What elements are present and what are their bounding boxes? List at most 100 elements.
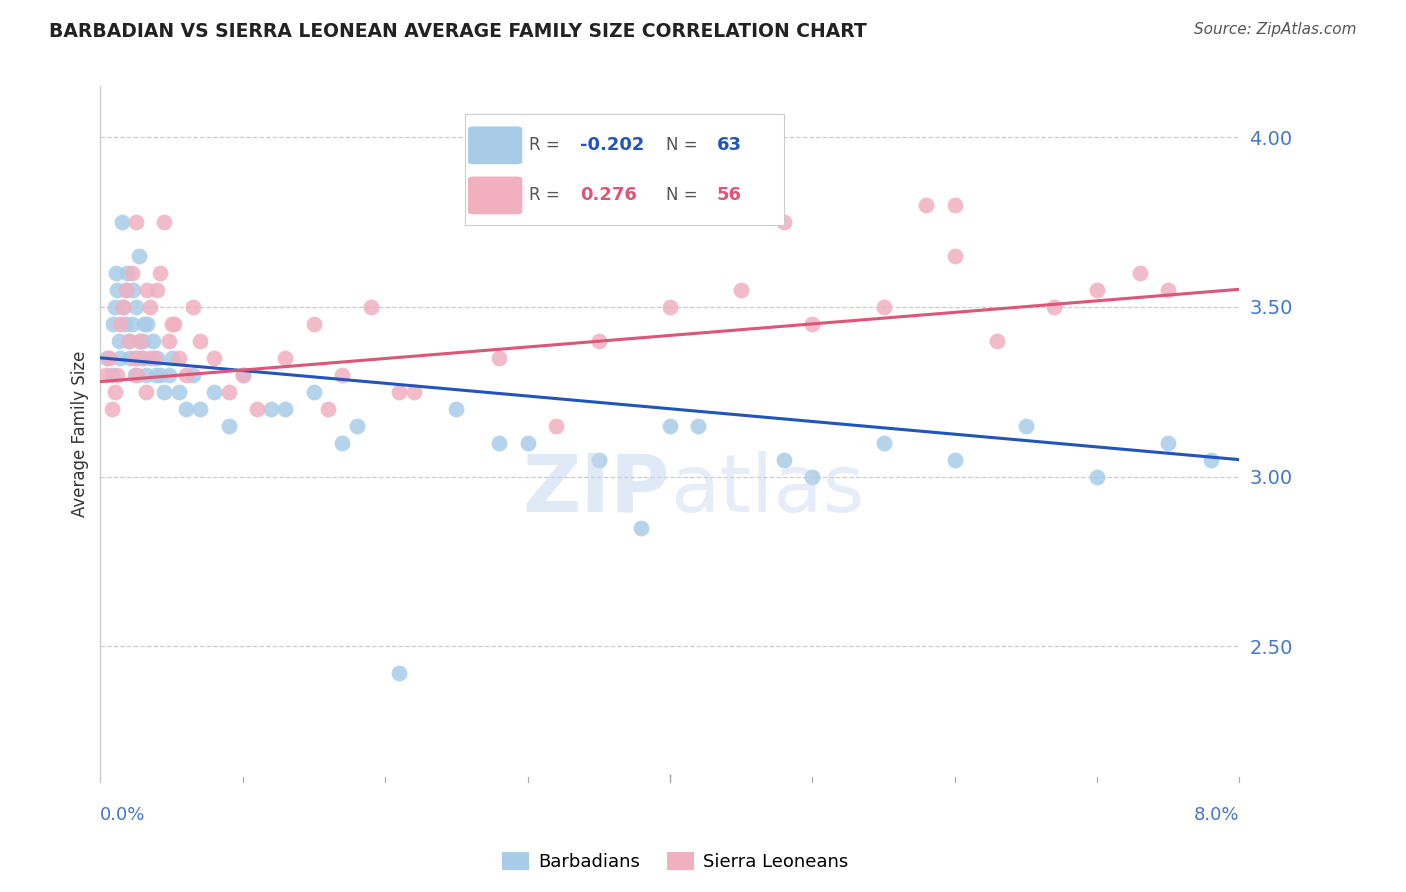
Point: [146, 351, 169, 365]
FancyBboxPatch shape: [468, 127, 522, 164]
Point: [163, 317, 186, 331]
Point: [302, 384, 325, 399]
Point: [1157, 435, 1180, 450]
Point: [104, 300, 127, 314]
Point: [107, 283, 129, 297]
Point: [139, 300, 162, 314]
Point: [127, 368, 149, 382]
Point: [1043, 300, 1066, 314]
Point: [104, 384, 127, 399]
Point: [232, 368, 254, 382]
Point: [316, 401, 339, 416]
Point: [110, 351, 132, 365]
Point: [202, 384, 225, 399]
Point: [658, 300, 681, 314]
Point: [94, 368, 117, 382]
Point: [174, 401, 197, 416]
Text: R =: R =: [529, 186, 565, 204]
Text: N =: N =: [666, 136, 703, 154]
Point: [157, 334, 180, 348]
Point: [139, 351, 162, 365]
Text: 0.276: 0.276: [579, 186, 637, 204]
Point: [146, 283, 169, 297]
Point: [108, 334, 131, 348]
Point: [588, 334, 610, 348]
Point: [274, 401, 297, 416]
Point: [96, 351, 118, 365]
Point: [1129, 266, 1152, 280]
Point: [943, 249, 966, 263]
Point: [136, 283, 159, 297]
Point: [181, 368, 204, 382]
Point: [112, 300, 135, 314]
Point: [772, 215, 794, 229]
Point: [131, 351, 153, 365]
Point: [218, 418, 240, 433]
Point: [121, 317, 143, 331]
Point: [136, 317, 159, 331]
Point: [143, 351, 166, 365]
Point: [129, 334, 152, 348]
Point: [688, 418, 710, 433]
Point: [772, 452, 794, 467]
Point: [118, 334, 141, 348]
Point: [157, 368, 180, 382]
Point: [202, 351, 225, 365]
Point: [188, 334, 211, 348]
Point: [132, 334, 155, 348]
Point: [1085, 283, 1108, 297]
Point: [114, 317, 136, 331]
Point: [107, 368, 129, 382]
Text: 8.0%: 8.0%: [1194, 805, 1240, 824]
Point: [658, 418, 681, 433]
Point: [125, 300, 148, 314]
Text: 0.0%: 0.0%: [100, 805, 146, 824]
Point: [120, 351, 142, 365]
Point: [218, 384, 240, 399]
Point: [1157, 283, 1180, 297]
Point: [97, 351, 120, 365]
Point: [544, 418, 567, 433]
Point: [943, 198, 966, 212]
Point: [1085, 469, 1108, 483]
Point: [135, 384, 157, 399]
Point: [801, 469, 824, 483]
Point: [274, 351, 297, 365]
Point: [122, 283, 145, 297]
Point: [516, 435, 538, 450]
Point: [332, 368, 354, 382]
Point: [388, 666, 411, 681]
Point: [100, 401, 122, 416]
Point: [915, 198, 938, 212]
Point: [110, 317, 132, 331]
Point: [588, 452, 610, 467]
Point: [302, 317, 325, 331]
Text: atlas: atlas: [669, 450, 865, 529]
Point: [101, 317, 124, 331]
Point: [118, 334, 141, 348]
Text: 56: 56: [717, 186, 742, 204]
Point: [105, 266, 128, 280]
Point: [801, 317, 824, 331]
Point: [188, 401, 211, 416]
Point: [153, 215, 176, 229]
Point: [181, 300, 204, 314]
Point: [111, 215, 134, 229]
Point: [112, 300, 135, 314]
Point: [986, 334, 1008, 348]
Point: [153, 384, 176, 399]
Point: [134, 317, 156, 331]
Point: [121, 266, 143, 280]
Point: [360, 300, 382, 314]
Text: ZIP: ZIP: [523, 450, 669, 529]
Point: [943, 452, 966, 467]
Point: [125, 215, 148, 229]
Point: [730, 283, 752, 297]
Point: [232, 368, 254, 382]
Point: [446, 401, 468, 416]
Point: [160, 317, 183, 331]
Point: [872, 435, 894, 450]
Point: [160, 351, 183, 365]
Point: [129, 334, 152, 348]
Point: [167, 384, 190, 399]
